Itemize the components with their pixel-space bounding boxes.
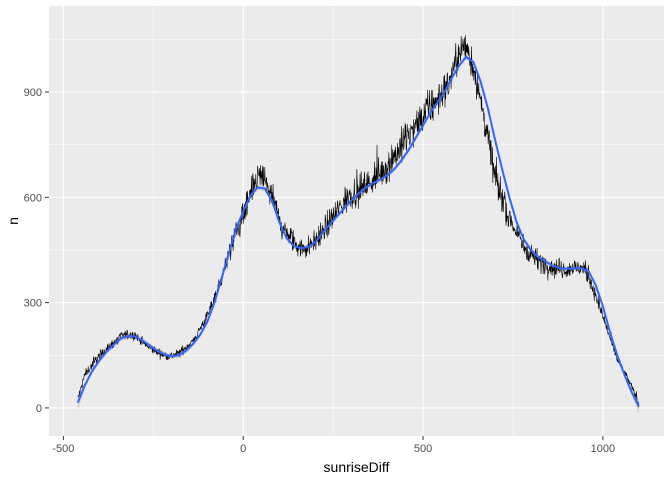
y-axis-title: n bbox=[5, 217, 21, 225]
y-axis-ticks: 0 300 600 900 bbox=[24, 87, 49, 415]
plot-panel bbox=[49, 6, 664, 436]
x-tick-label: -500 bbox=[52, 443, 74, 455]
x-tick-label: 0 bbox=[240, 443, 246, 455]
smooth-trend-line bbox=[76, 55, 640, 407]
x-tick-label: 1000 bbox=[591, 443, 615, 455]
y-tick-label: 900 bbox=[24, 87, 42, 99]
y-tick-label: 300 bbox=[24, 298, 42, 310]
y-tick-label: 600 bbox=[24, 192, 42, 204]
y-tick-label: 0 bbox=[36, 403, 42, 415]
x-tick-label: 500 bbox=[414, 443, 432, 455]
x-axis-title: sunriseDiff bbox=[324, 459, 390, 475]
minor-gridlines bbox=[49, 6, 664, 436]
x-axis-ticks: -500 0 500 1000 bbox=[52, 436, 615, 455]
raw-count-line bbox=[77, 35, 640, 408]
